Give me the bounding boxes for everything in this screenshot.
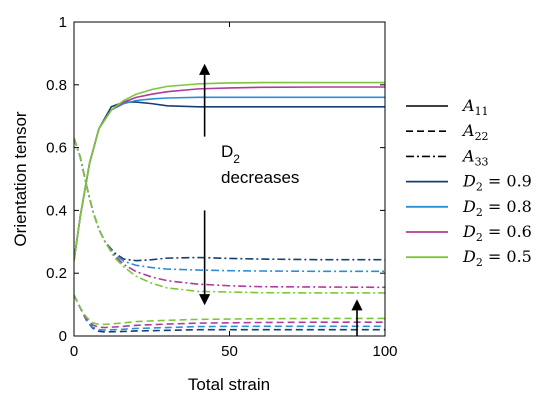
x-axis-title: Total strain: [188, 375, 270, 394]
tick-layer: 0 50 100 0 0.2 0.4 0.6 0.8 1: [46, 14, 397, 360]
series-line-5: [74, 294, 385, 333]
y-tick-label: 0.2: [46, 265, 67, 282]
legend: A11 A22 A33 D2 = 0.9 D2 = 0.8 D2 = 0.6 D2 = 0.…: [406, 96, 532, 269]
legend-label-param-1: D2 = 0.9: [462, 172, 532, 194]
y-tick-label: 0.6: [46, 140, 67, 157]
annotation-sub: 2: [233, 152, 240, 166]
series-layer: [74, 81, 385, 333]
x-tick-label: 100: [372, 343, 397, 360]
y-tick-label: 0.4: [46, 202, 67, 219]
series-line-7: [74, 294, 385, 329]
arrow-layer: [199, 63, 363, 336]
legend-label-param-2: D2 = 0.8: [462, 197, 532, 219]
plot-area: 0 50 100 0 0.2 0.4 0.6 0.8 1: [46, 14, 397, 360]
series-line-8: [74, 294, 385, 326]
legend-label-11: A11: [461, 96, 489, 118]
series-line-4: [74, 81, 385, 261]
y-tick-label: 1: [59, 14, 67, 31]
legend-label-33: A33: [461, 146, 489, 168]
series-line-11: [74, 137, 385, 289]
series-line-9: [74, 137, 385, 262]
legend-label-param-3: D2 = 0.6: [462, 222, 532, 244]
y-tick-label: 0: [59, 328, 67, 345]
series-line-12: [74, 137, 385, 294]
legend-label-param-4: D2 = 0.5: [462, 247, 532, 269]
series-line-10: [74, 137, 385, 273]
legend-label-22: A22: [461, 121, 489, 143]
annotation-line2: decreases: [221, 168, 299, 187]
annotation-base: D: [221, 142, 233, 161]
x-tick-label: 0: [70, 343, 78, 360]
y-axis-title: Orientation tensor: [11, 111, 30, 246]
y-tick-label: 0.8: [46, 77, 67, 94]
series-line-6: [74, 294, 385, 331]
x-tick-label: 50: [221, 343, 238, 360]
annotation-label: D2: [221, 142, 240, 166]
